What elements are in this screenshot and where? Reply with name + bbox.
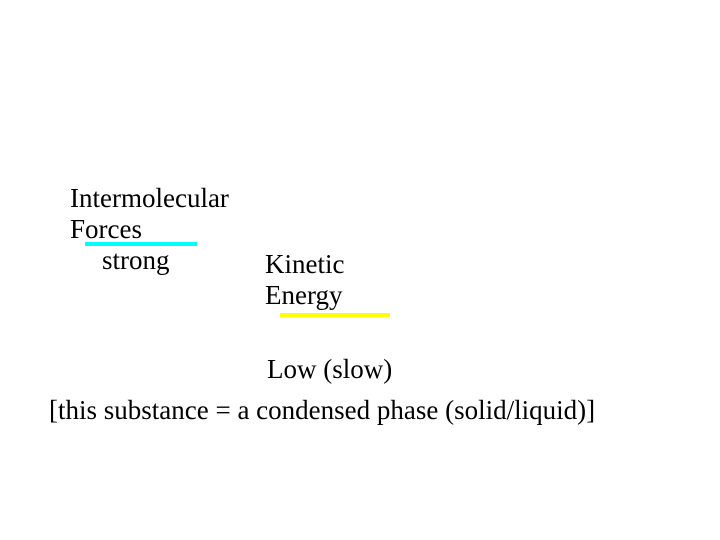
intermolecular-value: strong xyxy=(102,245,170,276)
kinetic-value: Low (slow) xyxy=(267,354,392,385)
kinetic-underline xyxy=(280,313,390,317)
intermolecular-label-line2: Forces xyxy=(70,214,142,245)
intermolecular-label-line1: Intermolecular xyxy=(70,183,229,214)
kinetic-label-line1: Kinetic xyxy=(265,249,344,280)
kinetic-label-line2: Energy xyxy=(265,280,342,311)
footer-text: [this substance = a condensed phase (sol… xyxy=(49,395,595,426)
slide-stage: Intermolecular Forces strong Kinetic Ene… xyxy=(0,0,720,540)
